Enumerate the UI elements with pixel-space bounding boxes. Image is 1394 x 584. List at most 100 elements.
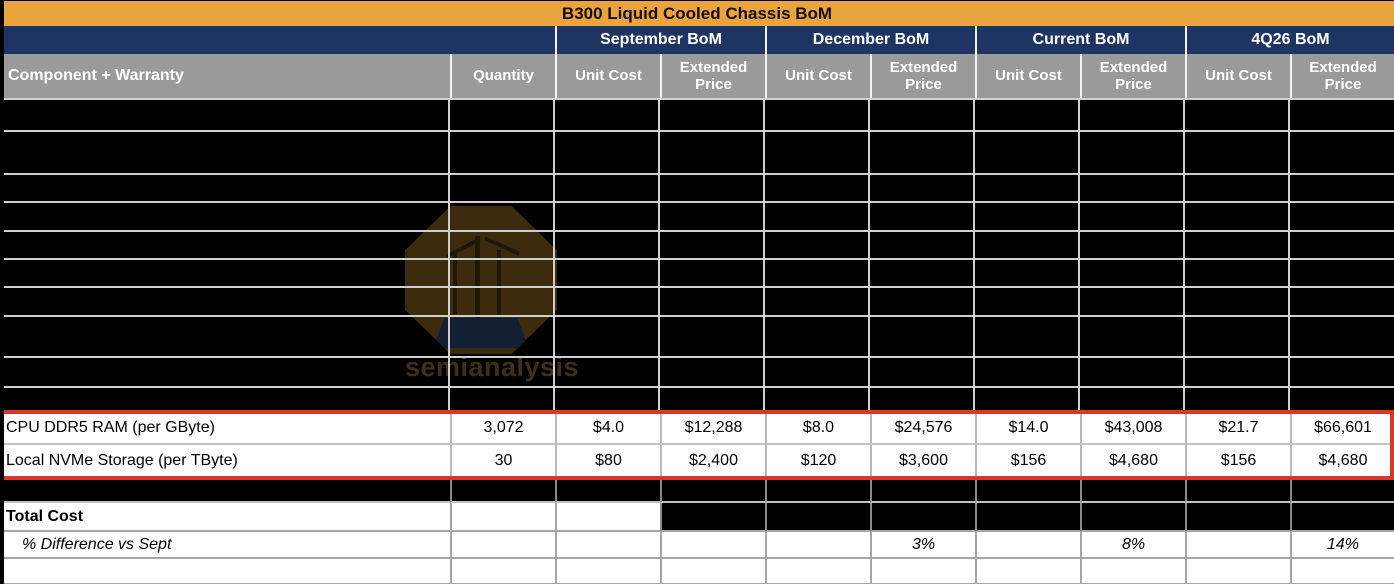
empty-cell[interactable] bbox=[555, 503, 660, 532]
empty-cell[interactable] bbox=[870, 559, 975, 584]
empty-cell[interactable] bbox=[765, 559, 870, 584]
redacted-cell bbox=[1290, 477, 1394, 503]
cell-sept-ext[interactable]: $2,400 bbox=[660, 445, 765, 477]
total-cost-label[interactable]: Total Cost bbox=[0, 503, 450, 532]
cell-component[interactable]: CPU DDR5 RAM (per GByte) bbox=[0, 413, 450, 445]
gridline bbox=[0, 173, 1394, 175]
diff-dec-ext[interactable]: 3% bbox=[870, 532, 975, 559]
cell-sept-unit[interactable]: $4.0 bbox=[555, 413, 660, 445]
column-header-4q26-extended-price[interactable]: Extended Price bbox=[1290, 54, 1394, 98]
cell-dec-unit[interactable]: $120 bbox=[765, 445, 870, 477]
diff-cur-ext[interactable]: 8% bbox=[1080, 532, 1185, 559]
table-title-bar: B300 Liquid Cooled Chassis BoM bbox=[0, 1, 1394, 26]
redacted-cell bbox=[870, 477, 975, 503]
percent-difference-label[interactable]: % Difference vs Sept bbox=[0, 532, 450, 559]
cell-quantity[interactable]: 3,072 bbox=[450, 413, 555, 445]
gridline bbox=[763, 100, 765, 413]
redacted-total-cell bbox=[765, 503, 870, 532]
redacted-cell bbox=[1080, 477, 1185, 503]
cell-component[interactable]: Local NVMe Storage (per TByte) bbox=[6, 452, 238, 469]
diff-4q26-ext[interactable]: 14% bbox=[1290, 532, 1394, 559]
semianalysis-logo-icon bbox=[405, 206, 557, 354]
group-header-september[interactable]: September BoM bbox=[555, 26, 765, 54]
empty-cell[interactable] bbox=[555, 559, 660, 584]
cell-4q26-ext[interactable]: $66,601 bbox=[1290, 413, 1394, 445]
empty-cell[interactable] bbox=[450, 532, 555, 559]
redacted-total-cell bbox=[870, 503, 975, 532]
gridline bbox=[553, 100, 555, 413]
column-header-sept-unit-cost[interactable]: Unit Cost bbox=[555, 54, 660, 98]
cell-sept-ext[interactable]: $12,288 bbox=[660, 413, 765, 445]
group-header-row: September BoM December BoM Current BoM 4… bbox=[0, 26, 1394, 54]
gridline bbox=[0, 386, 1394, 388]
redacted-cell bbox=[450, 477, 555, 503]
empty-cell[interactable] bbox=[975, 532, 1080, 559]
table-row-local-nvme-storage: Local NVMe Storage (per TByte) 30 $80 $2… bbox=[0, 445, 1394, 477]
redacted-total-cell bbox=[660, 503, 765, 532]
column-header-quantity[interactable]: Quantity bbox=[450, 54, 555, 98]
cell-cur-unit[interactable]: $156 bbox=[975, 445, 1080, 477]
redacted-total-cell bbox=[1185, 503, 1290, 532]
empty-cell[interactable] bbox=[660, 532, 765, 559]
empty-cell[interactable] bbox=[0, 559, 450, 584]
cell-dec-unit[interactable]: $8.0 bbox=[765, 413, 870, 445]
gridline bbox=[1288, 100, 1290, 413]
gridline bbox=[1183, 100, 1185, 413]
cell-4q26-ext[interactable]: $4,680 bbox=[1290, 445, 1394, 477]
cell-dec-ext[interactable]: $3,600 bbox=[870, 445, 975, 477]
group-header-spacer-cell[interactable] bbox=[0, 26, 555, 54]
cell-4q26-unit[interactable]: $156 bbox=[1185, 445, 1290, 477]
table-row-cpu-ddr5-ram: CPU DDR5 RAM (per GByte) 3,072 $4.0 $12,… bbox=[0, 413, 1394, 445]
cell-cur-unit[interactable]: $14.0 bbox=[975, 413, 1080, 445]
column-header-dec-extended-price[interactable]: Extended Price bbox=[870, 54, 975, 98]
redacted-cell bbox=[555, 477, 660, 503]
redacted-cell bbox=[660, 477, 765, 503]
gridline bbox=[448, 100, 450, 413]
redacted-cell bbox=[1185, 477, 1290, 503]
column-header-sept-extended-price[interactable]: Extended Price bbox=[660, 54, 765, 98]
empty-cell[interactable] bbox=[1290, 559, 1394, 584]
redacted-cell bbox=[0, 477, 450, 503]
gridline bbox=[973, 100, 975, 413]
column-header-row: Component + Warranty Quantity Unit Cost … bbox=[0, 54, 1394, 98]
cell-4q26-unit[interactable]: $21.7 bbox=[1185, 413, 1290, 445]
gridline bbox=[0, 315, 1394, 317]
gridline bbox=[0, 130, 1394, 132]
redacted-rows-block: semianalysis bbox=[0, 98, 1394, 413]
cell-cur-ext[interactable]: $4,680 bbox=[1080, 445, 1185, 477]
empty-cell[interactable] bbox=[450, 503, 555, 532]
gridline bbox=[658, 100, 660, 413]
empty-row bbox=[0, 559, 1394, 584]
redacted-cell bbox=[765, 477, 870, 503]
empty-cell[interactable] bbox=[555, 532, 660, 559]
cell-quantity[interactable]: 30 bbox=[450, 445, 555, 477]
empty-cell[interactable] bbox=[765, 532, 870, 559]
gridline bbox=[0, 286, 1394, 288]
group-header-december[interactable]: December BoM bbox=[765, 26, 975, 54]
gridline bbox=[868, 100, 870, 413]
cell-dec-ext[interactable]: $24,576 bbox=[870, 413, 975, 445]
group-header-current[interactable]: Current BoM bbox=[975, 26, 1185, 54]
empty-cell[interactable] bbox=[1185, 559, 1290, 584]
redacted-total-cell bbox=[1290, 503, 1394, 532]
empty-cell[interactable] bbox=[1080, 559, 1185, 584]
column-header-dec-unit-cost[interactable]: Unit Cost bbox=[765, 54, 870, 98]
empty-cell[interactable] bbox=[1185, 532, 1290, 559]
column-header-current-unit-cost[interactable]: Unit Cost bbox=[975, 54, 1080, 98]
empty-cell[interactable] bbox=[660, 559, 765, 584]
column-header-component[interactable]: Component + Warranty bbox=[0, 54, 450, 98]
group-header-4q26[interactable]: 4Q26 BoM bbox=[1185, 26, 1394, 54]
empty-cell[interactable] bbox=[450, 559, 555, 584]
column-header-4q26-unit-cost[interactable]: Unit Cost bbox=[1185, 54, 1290, 98]
semianalysis-watermark: semianalysis bbox=[390, 200, 590, 390]
cell-cur-ext[interactable]: $43,008 bbox=[1080, 413, 1185, 445]
empty-cell[interactable] bbox=[975, 559, 1080, 584]
redacted-total-cell bbox=[975, 503, 1080, 532]
gridline bbox=[0, 230, 1394, 232]
table-left-border bbox=[0, 1, 4, 584]
column-header-current-extended-price[interactable]: Extended Price bbox=[1080, 54, 1185, 98]
redacted-cell bbox=[975, 477, 1080, 503]
total-cost-row: Total Cost bbox=[0, 503, 1394, 532]
cell-sept-unit[interactable]: $80 bbox=[555, 445, 660, 477]
